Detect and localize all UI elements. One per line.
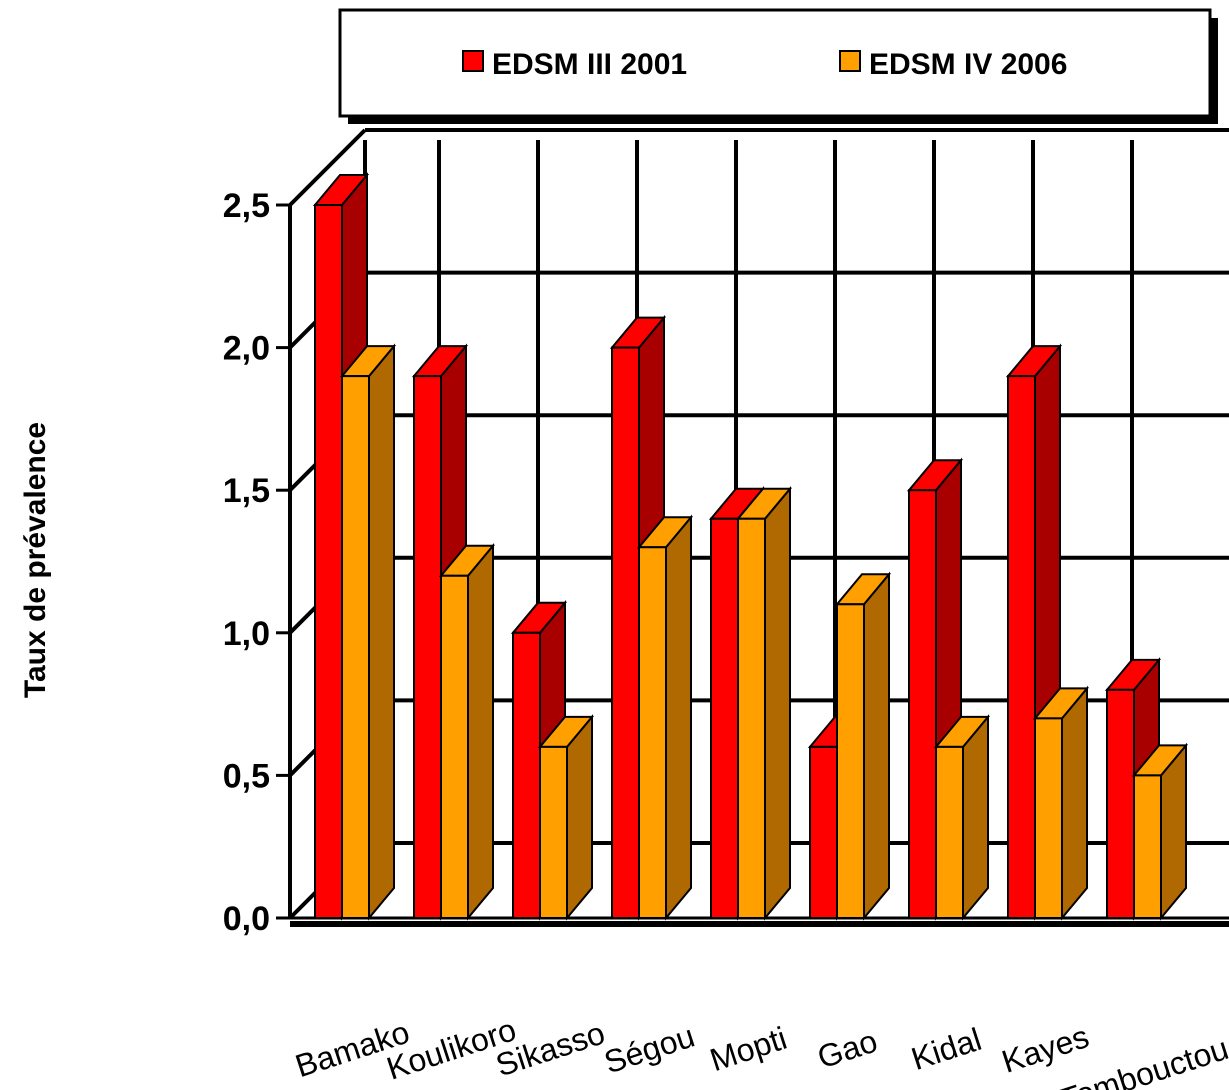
- bar-2006-3-front: [638, 546, 667, 919]
- bar-2006-2-side: [566, 714, 593, 921]
- y-tick-label: 0,5: [223, 757, 270, 795]
- category-label: Kayes: [997, 1018, 1093, 1080]
- bar-2006-0-side: [368, 343, 395, 921]
- bar-2006-4: [735, 485, 793, 921]
- bar-2006-3-side: [665, 514, 692, 921]
- y-tick-label: 2,5: [223, 187, 270, 225]
- legend-swatch-edsm-iii: [462, 50, 484, 72]
- bar-2006-7-side: [1061, 685, 1088, 921]
- bar-2006-0-front: [341, 375, 370, 919]
- legend-label-edsm-iii: EDSM III 2001: [492, 48, 687, 81]
- y-tick-label: 2,0: [223, 330, 270, 368]
- bar-2006-0: [339, 343, 397, 921]
- bar-2006-6-front: [935, 745, 964, 919]
- bar-2001-8-front: [1106, 688, 1135, 920]
- bar-2006-6: [933, 714, 991, 921]
- bar-2006-4-front: [737, 517, 766, 919]
- bar-2006-1: [438, 542, 496, 921]
- bar-2006-3: [636, 514, 694, 921]
- bar-2006-1-side: [467, 542, 494, 921]
- bar-2001-5-front: [809, 745, 838, 919]
- category-label: Mopti: [706, 1020, 792, 1078]
- category-label: Ségou: [600, 1018, 699, 1081]
- bars: [312, 172, 1189, 921]
- bar-2006-8: [1131, 742, 1189, 921]
- legend-swatch-edsm-iv: [839, 50, 861, 72]
- legend-box: [338, 8, 1212, 118]
- bar-2006-4-side: [764, 485, 791, 921]
- bar-2006-5-front: [836, 603, 865, 920]
- y-tick-label: 0,0: [223, 900, 270, 938]
- bar-2001-2-front: [512, 631, 541, 919]
- legend-label-edsm-iv: EDSM IV 2006: [869, 48, 1067, 81]
- category-label: Kidal: [907, 1021, 986, 1077]
- bar-2001-0-front: [314, 204, 343, 919]
- bar-2006-5-side: [863, 571, 890, 921]
- bar-2001-3-front: [611, 346, 640, 920]
- bar-2006-7: [1032, 685, 1090, 921]
- y-axis: 0,0 0,5 1,0 1,5 2,0 2,5: [223, 187, 290, 938]
- y-tick-label: 1,0: [223, 615, 270, 653]
- bar-2001-6-front: [908, 489, 937, 919]
- bar-2006-2: [537, 714, 595, 921]
- bar-2006-5: [834, 571, 892, 921]
- bar-2006-6-side: [962, 714, 989, 921]
- bar-2001-4-front: [710, 517, 739, 919]
- gridline-left: [288, 128, 367, 207]
- bar-2006-8-front: [1133, 774, 1162, 920]
- bar-2001-1-front: [413, 375, 442, 919]
- bar-2006-7-front: [1034, 717, 1063, 919]
- legend: EDSM III 2001 EDSM IV 2006: [338, 8, 1218, 124]
- y-axis-title: Taux de prévalence: [19, 422, 52, 698]
- bar-2006-2-front: [539, 745, 568, 919]
- y-tick-label: 1,5: [223, 472, 270, 510]
- category-label: Gao: [813, 1022, 882, 1075]
- bar-2001-7-front: [1007, 375, 1036, 919]
- bar-2006-1-front: [440, 574, 469, 919]
- back-wall: [365, 140, 1229, 843]
